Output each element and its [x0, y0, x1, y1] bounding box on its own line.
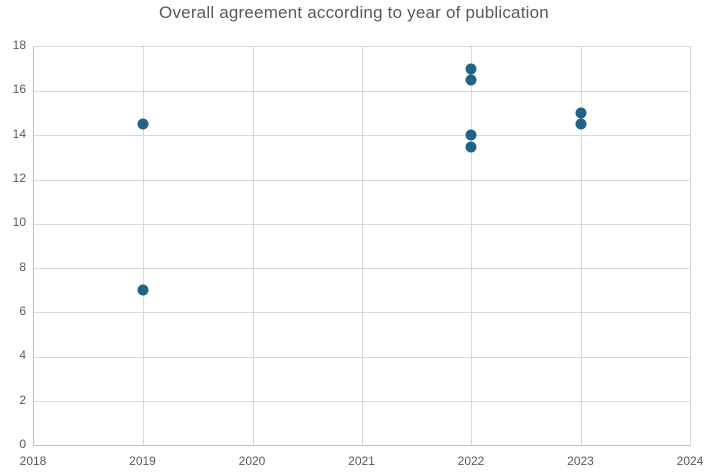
data-point[interactable] — [465, 63, 477, 75]
vertical-gridline — [143, 47, 145, 445]
chart-title: Overall agreement according to year of p… — [159, 3, 549, 22]
y-tick-label: 8 — [19, 259, 26, 274]
x-tick-label: 2023 — [567, 454, 594, 468]
y-tick-label: 2 — [19, 392, 26, 407]
vertical-gridline — [580, 47, 582, 445]
y-tick-label: 0 — [19, 437, 26, 451]
data-point[interactable] — [465, 141, 477, 152]
plot-area — [33, 46, 691, 446]
x-tick-label: 2020 — [238, 454, 266, 468]
vertical-gridline — [471, 47, 473, 445]
x-tick-label: 2022 — [457, 454, 485, 468]
data-point[interactable] — [137, 284, 149, 296]
data-point[interactable] — [575, 118, 587, 130]
y-tick-label: 4 — [19, 348, 26, 363]
vertical-gridline — [362, 47, 363, 445]
x-tick-label: 2018 — [19, 454, 47, 468]
y-tick-label: 12 — [12, 171, 26, 185]
x-tick-label: 2021 — [348, 454, 375, 468]
vertical-gridline — [252, 47, 254, 445]
x-tick-label: 2019 — [129, 454, 156, 468]
y-tick-label: 6 — [19, 304, 26, 318]
data-point[interactable] — [465, 129, 477, 141]
data-point[interactable] — [575, 107, 587, 119]
y-tick-label: 10 — [12, 215, 26, 230]
x-tick-label: 2024 — [676, 454, 704, 468]
y-tick-label: 14 — [12, 126, 26, 141]
y-tick-label: 18 — [12, 38, 26, 52]
data-point[interactable] — [137, 118, 149, 130]
y-tick-label: 16 — [12, 82, 26, 97]
data-point[interactable] — [465, 74, 477, 86]
